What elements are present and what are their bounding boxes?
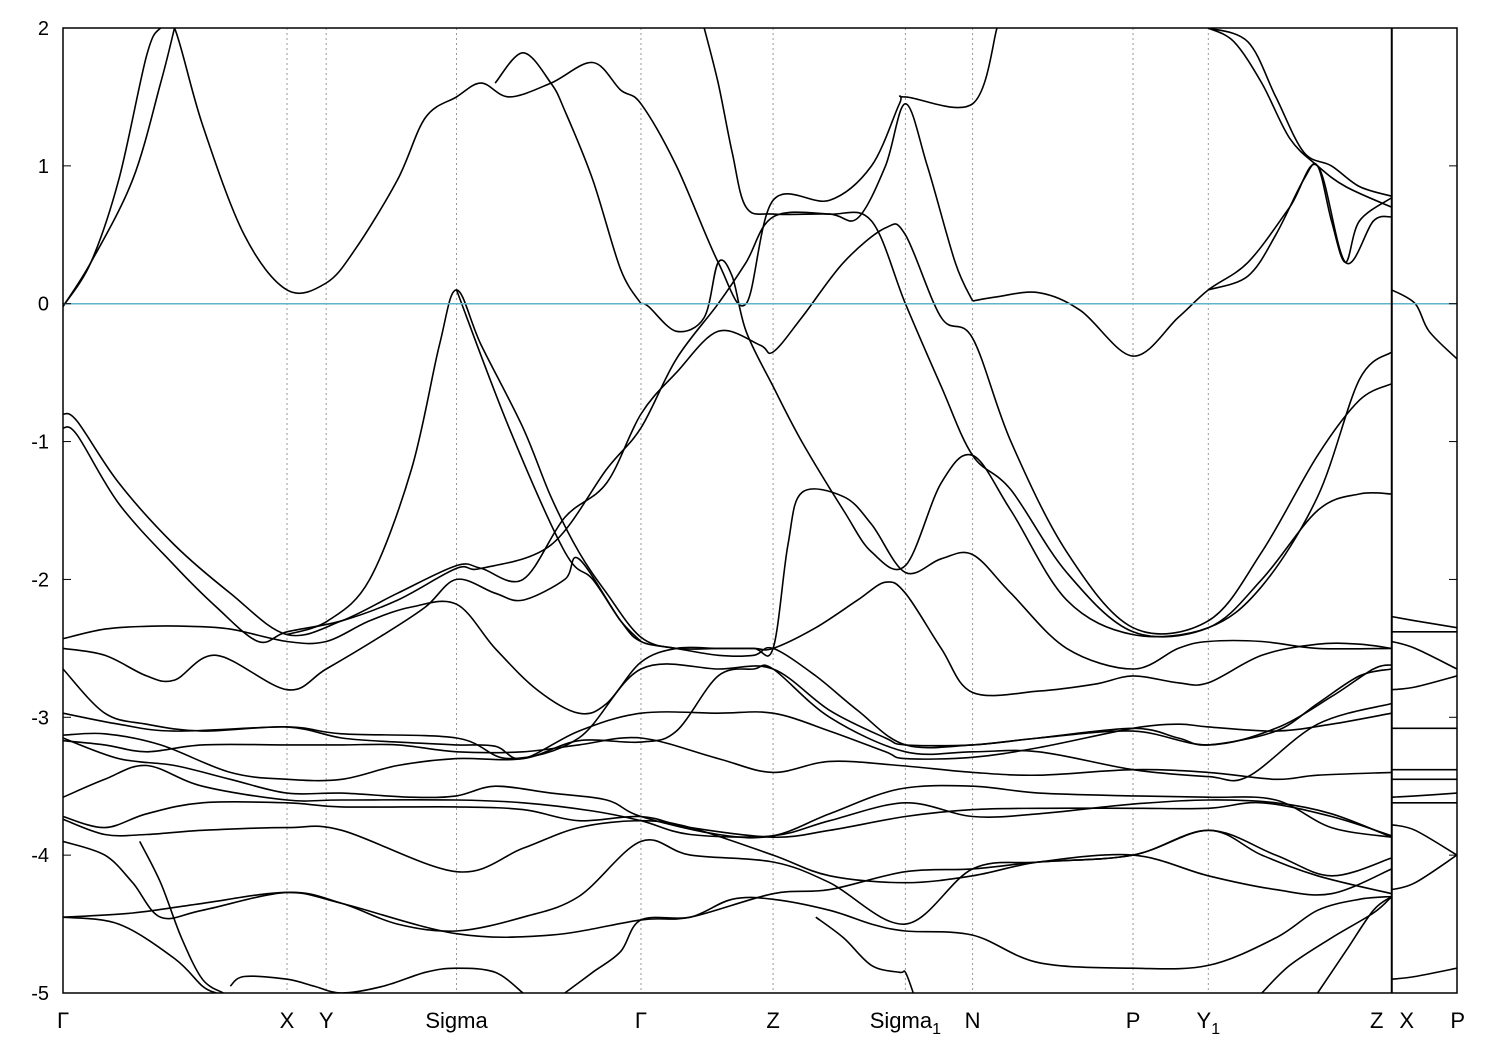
y-axis: 2 1 0 -1 -2 -3 -4 -5 xyxy=(31,18,1457,1005)
band-line xyxy=(1391,967,1457,980)
band-line xyxy=(63,764,1393,838)
kpoint-label: Y xyxy=(319,1008,334,1033)
band-line xyxy=(63,28,176,307)
band-line xyxy=(229,967,524,993)
kpoint-label: X xyxy=(1399,1008,1414,1033)
band-line xyxy=(1391,792,1457,798)
kpoint-grid-lines xyxy=(286,28,1393,993)
band-line xyxy=(1391,824,1457,856)
y-tick-label: -1 xyxy=(31,432,49,454)
band-line xyxy=(63,663,1392,760)
band-line xyxy=(1391,640,1457,670)
band-line xyxy=(63,916,217,993)
kpoint-label: Y1 xyxy=(1197,1008,1221,1038)
band-line xyxy=(1391,675,1457,691)
kpoint-label-subscript: 1 xyxy=(932,1021,941,1038)
band-line xyxy=(63,737,1392,839)
band-line xyxy=(63,800,1393,839)
kpoint-label: N xyxy=(965,1008,981,1033)
band-line xyxy=(640,259,1393,638)
band-line xyxy=(815,916,915,993)
band-line xyxy=(63,664,1393,782)
band-line xyxy=(1208,28,1393,197)
kpoint-label: P xyxy=(1126,1008,1141,1033)
plot-frame xyxy=(62,27,1458,994)
band-lines xyxy=(63,28,1457,993)
band-line xyxy=(1316,895,1393,993)
x-axis: Γ X Y Sigma Γ Z Sigma1 N P Y1 Z X P xyxy=(57,1008,1465,1038)
band-line xyxy=(455,289,642,643)
band-line xyxy=(63,668,1392,760)
kpoint-label: Sigma xyxy=(425,1008,488,1033)
band-line xyxy=(63,28,998,307)
kpoint-label: Γ xyxy=(57,1008,69,1033)
y-tick-label: -3 xyxy=(31,707,49,729)
band-line xyxy=(63,818,1393,896)
band-line xyxy=(63,223,1393,637)
kpoint-label: Sigma1 xyxy=(870,1008,941,1038)
band-line xyxy=(138,841,224,993)
band-line xyxy=(494,52,642,305)
band-line xyxy=(63,829,1393,933)
y-tick-label: -4 xyxy=(31,845,49,867)
band-line xyxy=(286,289,1392,670)
band-line xyxy=(1391,615,1457,629)
band-line xyxy=(63,829,1392,939)
band-line xyxy=(1391,854,1457,891)
band-line xyxy=(972,163,1392,357)
band-line xyxy=(1391,289,1457,360)
kpoint-label: Γ xyxy=(635,1008,647,1033)
kpoint-label: P xyxy=(1450,1008,1465,1033)
y-tick-label: -2 xyxy=(31,569,49,591)
band-line xyxy=(1208,162,1393,291)
band-line xyxy=(703,28,974,302)
y-tick-label: -5 xyxy=(31,983,49,1005)
kpoint-label-subscript: 1 xyxy=(1211,1021,1220,1038)
band-line xyxy=(63,211,1392,644)
kpoint-label: Z xyxy=(1370,1008,1383,1033)
y-tick-label: 1 xyxy=(38,156,49,178)
kpoint-label: X xyxy=(280,1008,295,1033)
band-line xyxy=(63,736,1392,781)
band-line xyxy=(1207,28,1393,208)
y-tick-label: 0 xyxy=(38,294,49,316)
band-line xyxy=(564,895,1392,993)
y-tick-label: 2 xyxy=(38,18,49,40)
band-line xyxy=(63,556,1392,749)
band-line xyxy=(1261,895,1393,993)
kpoint-label: Z xyxy=(766,1008,779,1033)
